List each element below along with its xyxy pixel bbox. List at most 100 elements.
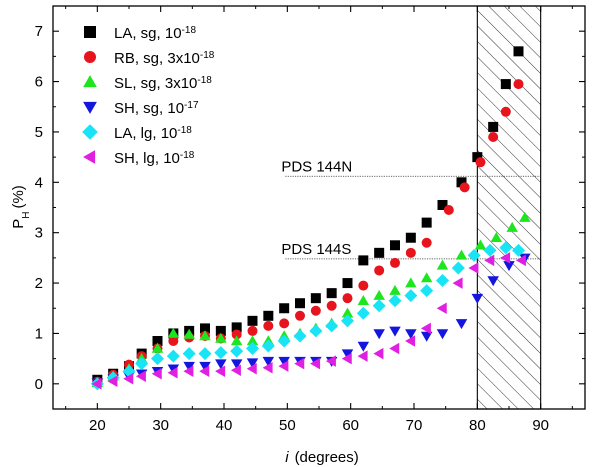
data-point [326, 300, 337, 311]
data-point [488, 131, 499, 142]
data-point [246, 362, 257, 375]
legend-marker [83, 101, 97, 114]
data-point [420, 331, 433, 342]
data-point [499, 241, 513, 255]
data-point [262, 356, 275, 367]
legend-entry: SH, lg, 10-18 [83, 150, 195, 167]
data-point [483, 243, 497, 257]
data-point [123, 373, 134, 385]
x-axis-title-italic: i [285, 449, 289, 466]
data-point [389, 342, 400, 355]
y-tick-label: 1 [35, 325, 43, 342]
data-point [358, 280, 369, 291]
series-3 [91, 253, 531, 389]
data-point [503, 261, 515, 272]
x-tick-label: 90 [532, 417, 549, 434]
data-point [356, 306, 370, 320]
data-point [374, 265, 385, 276]
reference-line-label: PDS 144S [281, 241, 351, 258]
data-point [135, 357, 149, 371]
data-point [230, 359, 243, 370]
data-point [198, 347, 212, 361]
y-tick-label: 5 [35, 124, 43, 141]
data-point [261, 339, 275, 353]
data-point [152, 335, 163, 346]
data-point [436, 274, 449, 288]
data-point [278, 360, 289, 372]
reference-line-label: PDS 144N [281, 158, 352, 175]
y-tick-label: 3 [35, 225, 43, 242]
y-axis-title: PH (%) [10, 185, 32, 229]
data-point [135, 370, 146, 383]
data-point [295, 298, 305, 309]
y-tick-label: 4 [35, 174, 43, 191]
y-tick-label: 2 [35, 275, 43, 292]
data-point [342, 293, 353, 304]
legend-entry: SH, sg, 10-17 [83, 100, 199, 118]
data-point [91, 378, 102, 390]
y-tick-label: 7 [35, 23, 43, 40]
data-point [388, 294, 402, 308]
data-point [168, 335, 179, 346]
data-point [341, 349, 354, 360]
legend-label: LA, lg, 10-18 [114, 125, 192, 143]
data-point [262, 361, 273, 374]
data-point [437, 199, 448, 210]
data-point [278, 356, 290, 367]
data-point [107, 375, 118, 388]
data-point [341, 314, 354, 328]
data-point [472, 152, 483, 163]
data-point [309, 324, 323, 338]
data-point [215, 365, 226, 377]
data-point [405, 277, 417, 288]
data-point [214, 346, 228, 360]
data-point [421, 237, 432, 248]
y-axis-title-main: P [10, 219, 27, 229]
data-point [358, 255, 369, 266]
data-point [230, 335, 243, 346]
legend-marker [83, 150, 96, 164]
data-point [294, 357, 305, 370]
data-point [167, 366, 178, 379]
data-point [199, 365, 210, 377]
data-point [488, 121, 499, 132]
data-point [231, 329, 242, 340]
y-axis-title-rest: (%) [10, 185, 27, 208]
data-point [246, 358, 259, 369]
data-point [487, 276, 499, 287]
legend-label: RB, sg, 3x10-18 [114, 50, 215, 68]
legend-label: SH, sg, 10-17 [114, 100, 199, 118]
data-point [405, 247, 416, 258]
y-axis-title-sub: H [21, 212, 32, 219]
data-point [405, 335, 416, 347]
legend-entry: LA, sg, 10-18 [84, 25, 196, 42]
data-point [215, 325, 226, 336]
data-point [467, 248, 481, 262]
data-point [452, 277, 463, 289]
data-point [182, 347, 196, 361]
data-point [357, 341, 370, 352]
data-point [484, 254, 495, 267]
data-point [230, 344, 244, 358]
data-point [404, 289, 418, 303]
data-point [325, 319, 339, 333]
data-point [263, 310, 274, 321]
data-point [247, 325, 258, 336]
data-point [295, 310, 305, 321]
data-point [475, 157, 486, 168]
legend-marker [84, 51, 96, 63]
data-point [519, 211, 531, 222]
data-point [151, 342, 164, 353]
data-point [459, 182, 470, 193]
data-point [151, 352, 164, 366]
data-point [436, 302, 447, 314]
data-point [183, 328, 195, 339]
data-point [455, 249, 468, 260]
data-point [390, 257, 400, 268]
legend-label: SL, sg, 3x10-18 [114, 75, 212, 93]
data-point [279, 303, 290, 314]
series-5 [91, 252, 526, 390]
data-point [246, 342, 259, 356]
data-point [183, 365, 194, 377]
legend-entry: RB, sg, 3x10-18 [84, 50, 215, 68]
